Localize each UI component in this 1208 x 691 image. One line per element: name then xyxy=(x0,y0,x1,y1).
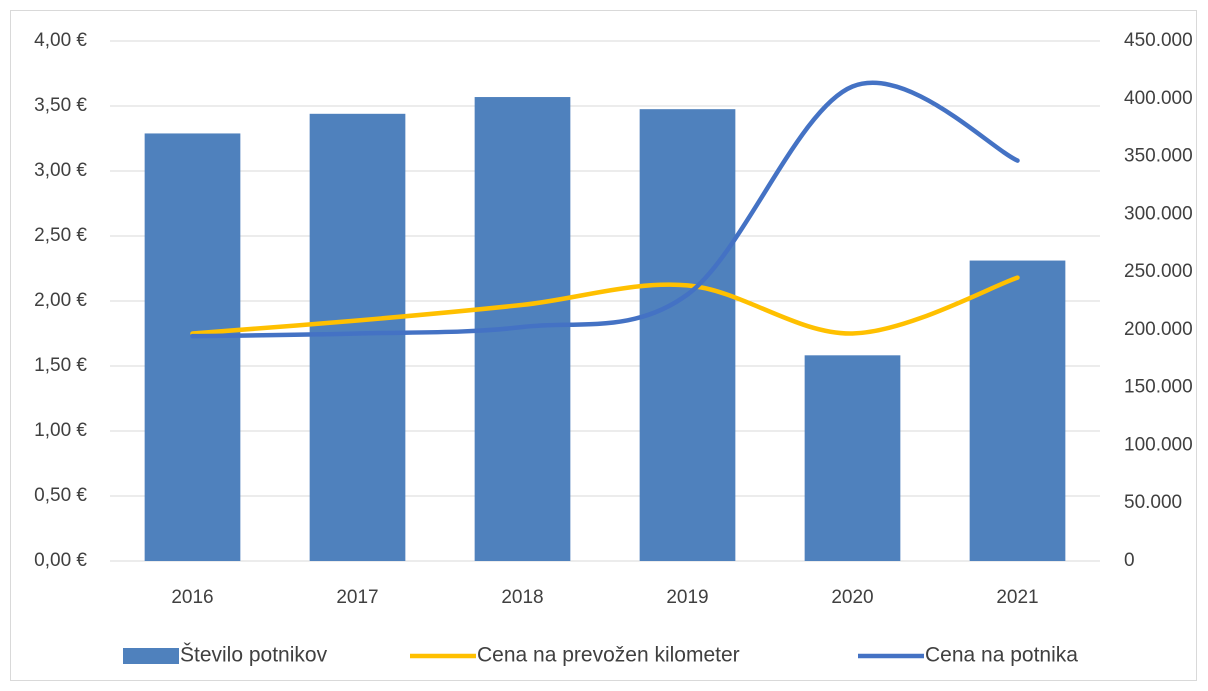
y2-tick-label: 350.000 xyxy=(1124,146,1193,167)
y-tick-label: 1,50 € xyxy=(34,355,87,376)
legend-swatch xyxy=(123,648,179,664)
legend-label: Cena na prevožen kilometer xyxy=(477,644,740,667)
y-tick-label: 0,50 € xyxy=(34,485,87,506)
y2-tick-label: 0 xyxy=(1124,550,1135,571)
y2-tick-label: 300.000 xyxy=(1124,203,1193,224)
legend-label: Število potnikov xyxy=(180,644,328,667)
y2-tick-label: 400.000 xyxy=(1124,88,1193,109)
y-tick-label: 4,00 € xyxy=(34,30,87,51)
y2-tick-label: 100.000 xyxy=(1124,434,1193,455)
x-tick-label: 2021 xyxy=(996,587,1038,608)
bar xyxy=(144,133,241,561)
y2-tick-label: 450.000 xyxy=(1124,30,1193,51)
bar xyxy=(969,260,1066,561)
x-tick-label: 2020 xyxy=(831,587,873,608)
x-tick-label: 2017 xyxy=(336,587,378,608)
y-tick-label: 2,00 € xyxy=(34,290,87,311)
bar xyxy=(309,113,406,562)
y2-tick-label: 200.000 xyxy=(1124,319,1193,340)
y-tick-label: 3,00 € xyxy=(34,160,87,181)
y-tick-label: 2,50 € xyxy=(34,225,87,246)
bar xyxy=(804,355,901,561)
x-tick-label: 2019 xyxy=(666,587,708,608)
x-tick-label: 2018 xyxy=(501,587,543,608)
y-tick-label: 3,50 € xyxy=(34,95,87,116)
line xyxy=(190,80,1020,339)
legend-label: Cena na potnika xyxy=(925,644,1078,667)
y2-tick-label: 250.000 xyxy=(1124,261,1193,282)
bar xyxy=(639,109,736,561)
line xyxy=(190,275,1020,336)
y2-tick-label: 150.000 xyxy=(1124,377,1193,398)
x-tick-label: 2016 xyxy=(171,587,213,608)
y-tick-label: 1,00 € xyxy=(34,420,87,441)
y2-tick-label: 50.000 xyxy=(1124,492,1182,513)
y-tick-label: 0,00 € xyxy=(34,550,87,571)
